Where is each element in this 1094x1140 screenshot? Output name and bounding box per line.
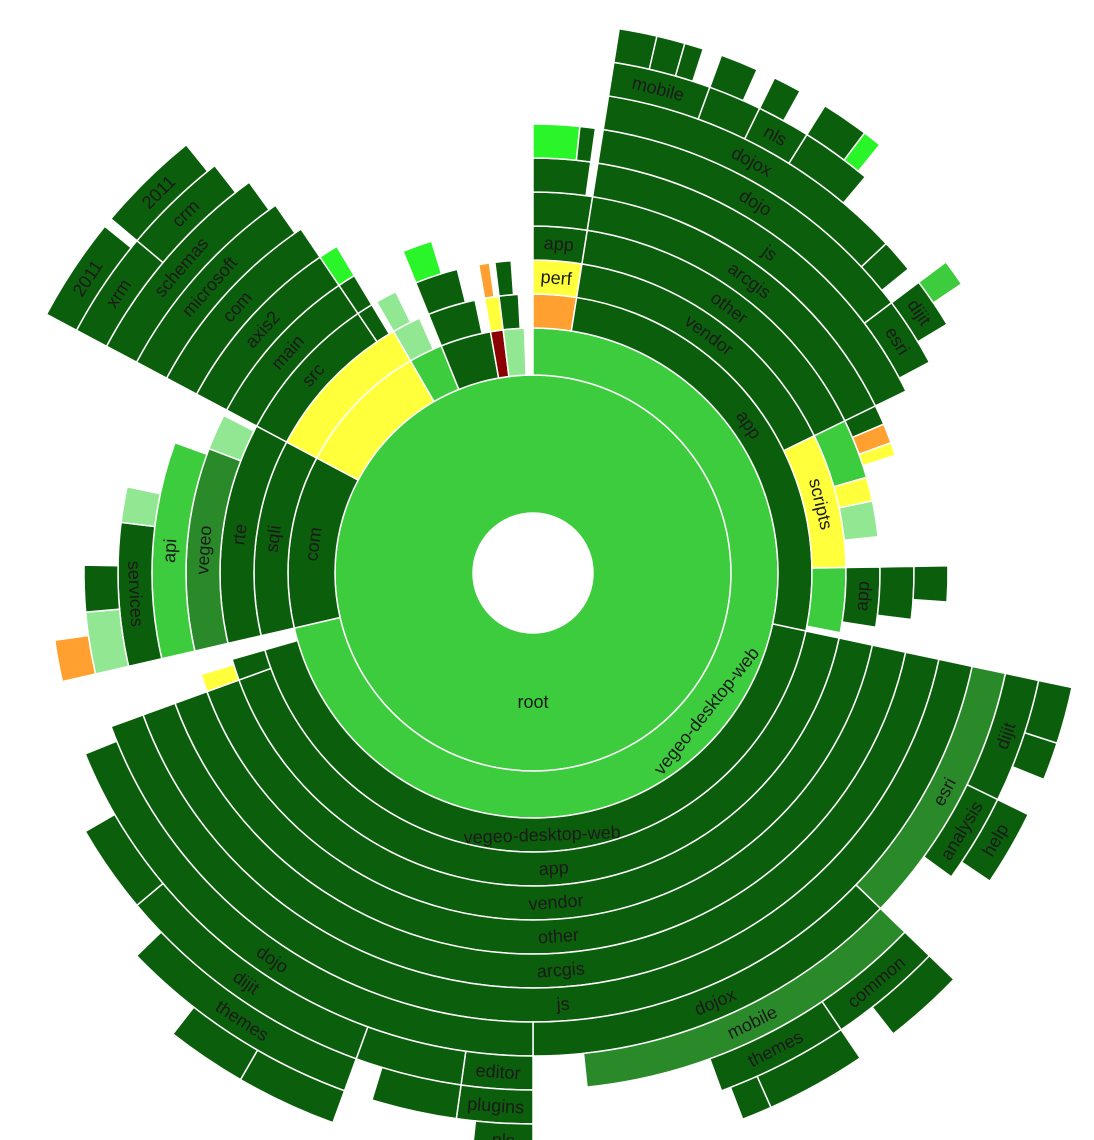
sunburst-segment: [208, 414, 256, 462]
segment-label: other: [537, 925, 579, 948]
segment-label: com: [301, 526, 325, 562]
segment-label: sqli: [262, 524, 285, 553]
sunburst-segment: [318, 245, 356, 287]
sunburst-segment: [1011, 731, 1058, 781]
segment-label: js: [555, 994, 570, 1015]
sunburst-segment: [494, 259, 515, 297]
segment-label: api: [159, 538, 180, 563]
sunburst-segment: [472, 1120, 534, 1140]
sunburst-segment: [860, 242, 910, 292]
sunburst-segment: [843, 131, 881, 173]
sunburst-segment: [917, 260, 963, 304]
sunburst-segment: [805, 566, 847, 634]
segment-label: plugins: [467, 1094, 525, 1118]
sunburst-segment: [912, 564, 949, 603]
sunburst-segment: [674, 42, 705, 83]
sunburst-segment: [171, 1006, 259, 1081]
segment-label: app: [543, 233, 575, 255]
sunburst-segment: [498, 293, 521, 331]
segment-label: arcgis: [536, 958, 585, 981]
sunburst-segment: [532, 123, 581, 162]
sunburst-segment: [45, 225, 133, 332]
segment-label: vendor: [528, 890, 584, 914]
sunburst-segment: [532, 191, 594, 232]
segments: [45, 27, 1073, 1140]
sunburst-segment: [200, 663, 240, 693]
sunburst-segment: [838, 499, 879, 542]
sunburst-segment: [758, 76, 802, 122]
segment-label: nls: [491, 1130, 515, 1140]
sunburst-segment: [708, 54, 759, 102]
segment-label: perf: [540, 267, 573, 289]
sunburst-segment: [871, 954, 955, 1036]
segment-label: root: [517, 692, 548, 712]
sunburst-segment: [120, 485, 162, 528]
segment-label: editor: [475, 1060, 521, 1083]
sunburst-segment: [109, 143, 209, 242]
sunburst-segment: [370, 1066, 462, 1120]
segment-label: vegeo: [192, 525, 215, 575]
sunburst-segment: [84, 813, 165, 907]
sunburst-segment: [532, 293, 578, 332]
segment-label: services: [124, 560, 147, 627]
sunburst-segment: [477, 262, 496, 300]
sunburst-segment: [858, 441, 897, 467]
sunburst-segment: [729, 1075, 772, 1121]
segment-label: rte: [228, 523, 251, 546]
segment-label: app: [851, 580, 873, 611]
sunburst-segment: [402, 240, 443, 284]
sunburst-segment: [83, 564, 121, 613]
sunburst-segment: [575, 125, 597, 163]
sunburst-segment: [532, 157, 592, 197]
sunburst-segment: [876, 565, 915, 621]
sunburst-segment: [960, 798, 1030, 883]
segment-label: app: [538, 857, 569, 879]
sunburst-segment: [375, 290, 412, 333]
sunburst-segment: [53, 634, 97, 683]
